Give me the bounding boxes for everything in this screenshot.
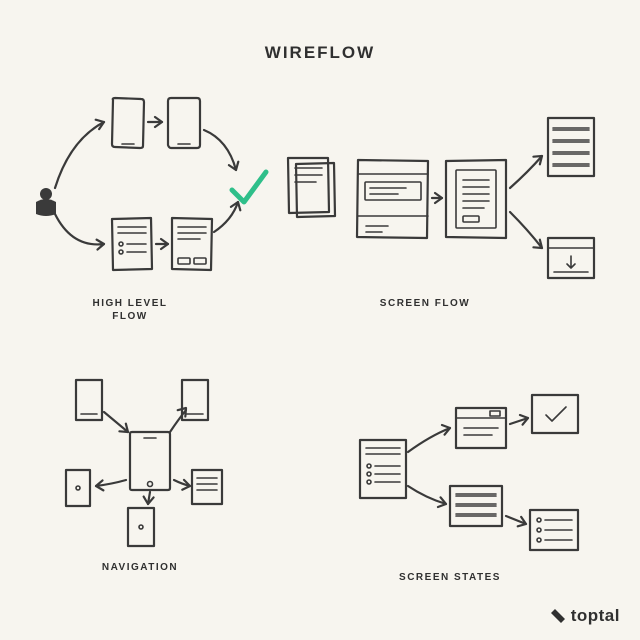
checkmark-icon <box>232 172 266 202</box>
state-source <box>360 440 406 498</box>
phone-b <box>168 98 200 148</box>
list-wf <box>548 118 594 176</box>
doc-b <box>172 218 212 270</box>
group-navigation <box>66 380 222 546</box>
doc-a <box>112 218 152 270</box>
nav-phone-ml <box>66 470 90 506</box>
doc-stack <box>288 158 335 217</box>
brand-text: toptal <box>571 606 620 626</box>
page-title: WIREFLOW <box>0 43 640 63</box>
tablet-wf <box>446 160 506 238</box>
label-navigation: NAVIGATION <box>90 562 190 575</box>
label-screen-states: SCREEN STATES <box>390 572 510 585</box>
nav-phone-tr <box>182 380 208 420</box>
nav-phone-mr <box>192 470 222 504</box>
state-b2 <box>530 510 578 550</box>
group-high-level-flow <box>36 98 335 270</box>
browser-wf <box>357 160 428 238</box>
label-screen-flow: SCREEN FLOW <box>365 298 485 311</box>
toptal-icon <box>550 608 566 624</box>
card-wf <box>548 238 594 278</box>
nav-phone-center <box>130 432 170 490</box>
label-high-level-flow: HIGH LEVEL FLOW <box>80 298 180 323</box>
group-screen-states <box>360 395 578 550</box>
phone-a <box>112 98 144 148</box>
nav-phone-b <box>128 508 154 546</box>
state-a2 <box>532 395 578 433</box>
user-icon <box>36 188 56 216</box>
group-screen-flow <box>357 118 594 278</box>
state-b <box>450 486 502 526</box>
state-a <box>456 408 506 448</box>
nav-phone-tl <box>76 380 102 420</box>
brand-logo: toptal <box>550 606 620 626</box>
